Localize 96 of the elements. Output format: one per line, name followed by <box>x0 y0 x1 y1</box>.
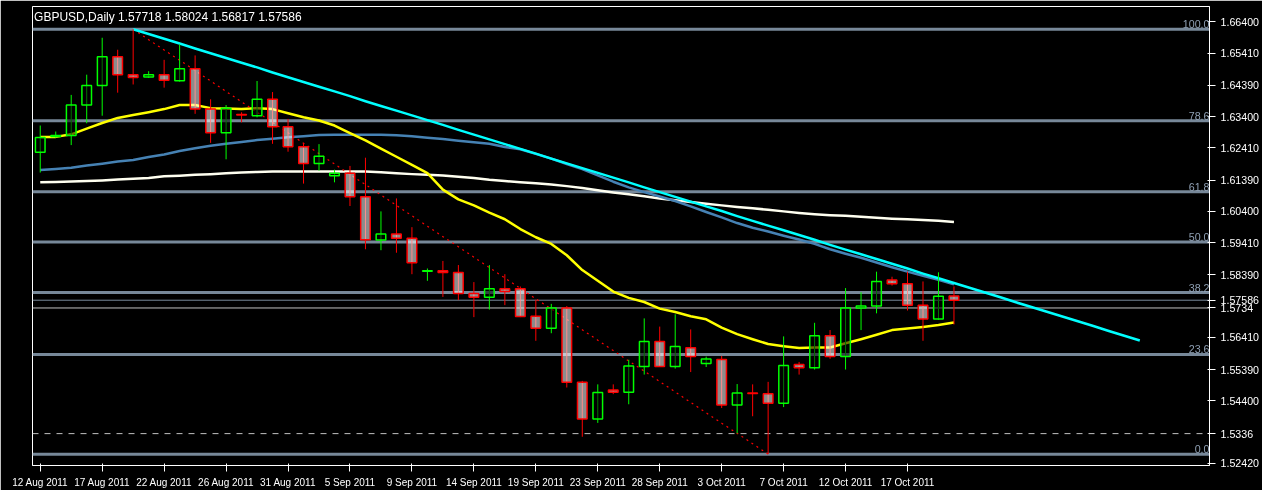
x-tick-label: 5 Sep 2011 <box>324 476 376 488</box>
candlestick <box>81 74 93 124</box>
candlestick <box>778 335 790 408</box>
y-tick-label: 1.61390 <box>1220 174 1260 187</box>
candlestick <box>143 70 155 79</box>
y-tick-label: 1.63400 <box>1220 110 1260 123</box>
candlestick <box>297 143 310 185</box>
x-tick-label: 17 Aug 2011 <box>74 476 131 488</box>
candlestick <box>809 322 821 371</box>
annotation: 23.6 <box>1188 343 1210 356</box>
line-series <box>131 27 1142 342</box>
candlestick <box>638 317 650 376</box>
y-tick-label: 1.55390 <box>1220 363 1260 376</box>
candlestick <box>870 271 883 314</box>
candlestick <box>840 287 852 371</box>
candlestick <box>189 54 201 115</box>
candlestick <box>561 305 573 389</box>
annotation: 0.0 <box>1194 443 1210 456</box>
candlestick <box>607 383 619 395</box>
x-tick-label: 14 Sep 2011 <box>445 476 503 488</box>
candlestick <box>793 361 805 376</box>
candlestick <box>158 59 170 89</box>
candlestick <box>855 291 867 331</box>
x-tick-label: 28 Sep 2011 <box>631 476 689 488</box>
candlestick <box>344 165 356 207</box>
candlestick <box>669 313 681 370</box>
candlestick <box>545 303 557 334</box>
candlestick <box>220 104 232 160</box>
x-tick-label: 3 Oct 2011 <box>697 476 747 488</box>
annotation: 50.0 <box>1188 231 1210 243</box>
x-tick-label: 26 Aug 2011 <box>198 476 254 488</box>
candlestick <box>901 271 914 311</box>
candlestick <box>731 383 743 434</box>
annotation: 38.2 <box>1188 281 1210 294</box>
annotation: 61.8 <box>1188 180 1210 193</box>
y-tick-label: 1.65410 <box>1220 47 1260 60</box>
y-tick-label: 1.5336 <box>1220 427 1254 440</box>
candlestick <box>328 169 341 183</box>
candlestick <box>205 98 217 144</box>
candlestick <box>700 356 712 368</box>
y-tick-label: 1.62410 <box>1220 141 1260 154</box>
candlestick <box>623 359 635 405</box>
y-tick-label: 1.64390 <box>1220 79 1260 92</box>
candlestick <box>267 91 279 145</box>
candlestick <box>65 94 77 146</box>
x-tick-label: 31 Aug 2011 <box>260 476 316 488</box>
candlestick <box>359 157 372 250</box>
candlestick <box>948 285 960 325</box>
candlestick <box>421 268 433 282</box>
candlestick <box>716 355 728 409</box>
y-tick-label: 1.66400 <box>1220 15 1260 28</box>
y-tick-label: 1.59410 <box>1220 236 1260 249</box>
candlestick <box>127 28 139 85</box>
chart-title: GBPUSD,Daily 1.57718 1.58024 1.56817 1.57586 <box>34 9 302 24</box>
candlestick <box>406 226 418 275</box>
candlestick <box>452 264 464 301</box>
y-tick-label: 1.58390 <box>1220 268 1260 281</box>
x-tick-label: 19 Sep 2011 <box>507 476 565 488</box>
candlestick <box>236 111 248 123</box>
candlestick <box>390 197 402 254</box>
candlestick <box>499 273 511 306</box>
candlestick <box>654 326 666 368</box>
candlestick <box>514 286 526 318</box>
candlestick <box>483 264 495 311</box>
candlestick <box>747 383 759 417</box>
candlestick <box>437 260 449 298</box>
line-series <box>38 170 956 224</box>
candlestick <box>530 299 542 342</box>
annotation: 100.0 <box>1182 18 1210 31</box>
x-tick-label: 7 Oct 2011 <box>759 476 809 488</box>
candlestick <box>917 280 929 342</box>
candlestick <box>824 329 836 360</box>
y-tick-label: 1.56410 <box>1220 331 1260 344</box>
candlestick <box>96 37 108 117</box>
candlestick <box>576 380 588 438</box>
candlestick <box>375 210 387 251</box>
y-tick-label: 1.60400 <box>1220 205 1260 218</box>
candlestick <box>313 143 325 172</box>
annotation: 78.6 <box>1188 109 1210 122</box>
candlestick <box>468 281 480 318</box>
candlestick <box>932 271 945 321</box>
x-tick-label: 12 Aug 2011 <box>12 476 69 488</box>
candlestick <box>592 383 604 424</box>
y-tick-label: 1.54400 <box>1220 394 1260 407</box>
y-tick-label: 1.52420 <box>1220 457 1260 470</box>
candlestick <box>112 49 124 94</box>
candlestick <box>251 80 263 118</box>
x-tick-label: 17 Oct 2011 <box>880 476 935 488</box>
candlestick <box>282 118 294 153</box>
x-tick-label: 22 Aug 2011 <box>136 476 193 488</box>
x-tick-label: 9 Sep 2011 <box>386 476 438 488</box>
x-tick-label: 12 Oct 2011 <box>818 476 873 488</box>
candlestick <box>886 276 898 287</box>
candlestick <box>174 43 186 83</box>
x-tick-label: 23 Sep 2011 <box>569 476 627 488</box>
candlestick <box>685 328 697 373</box>
